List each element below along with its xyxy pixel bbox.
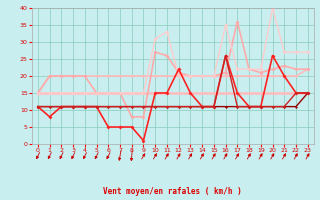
Text: Vent moyen/en rafales ( km/h ): Vent moyen/en rafales ( km/h ) bbox=[103, 187, 242, 196]
